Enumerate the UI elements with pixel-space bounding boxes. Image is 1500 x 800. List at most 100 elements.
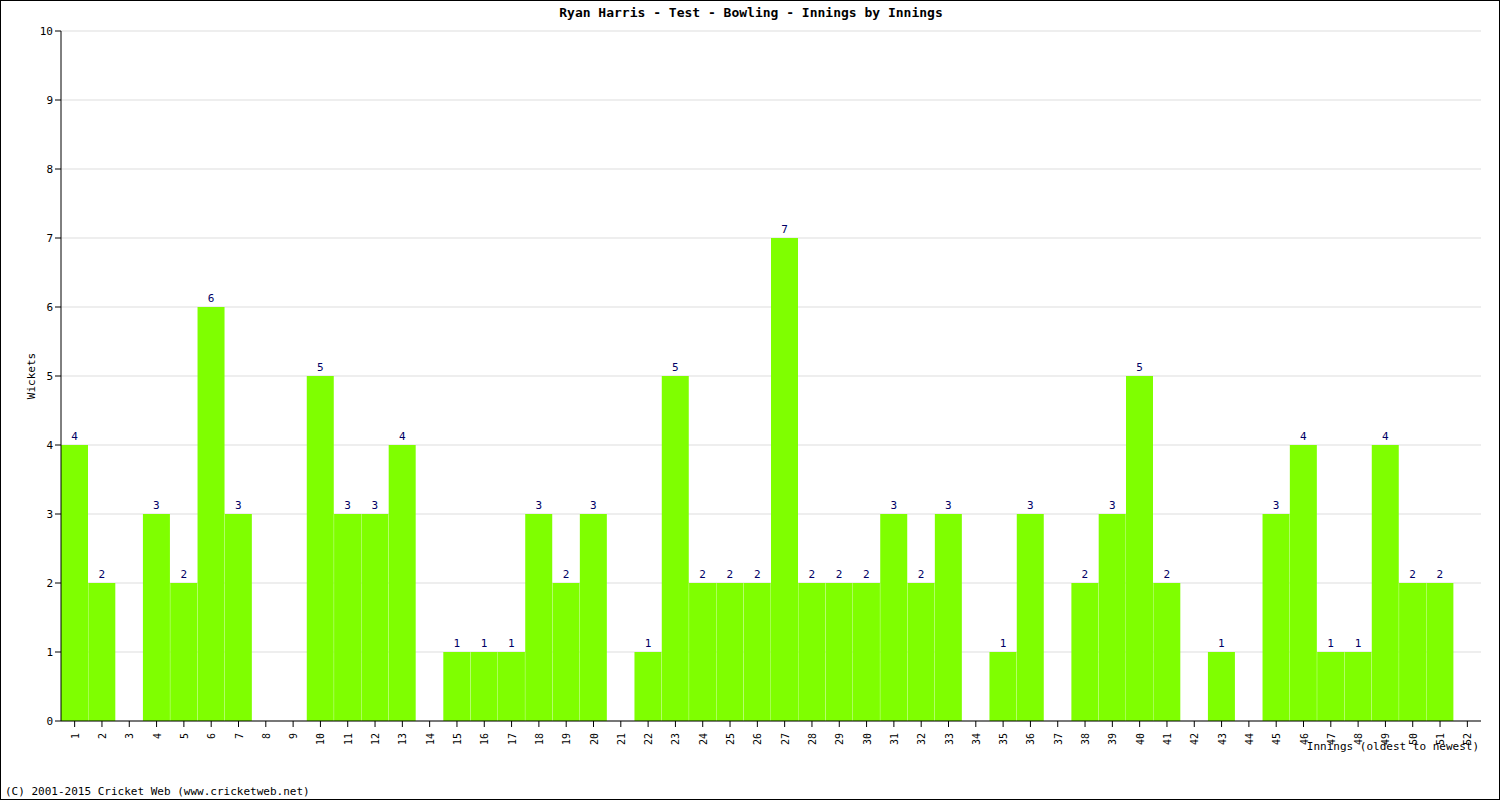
- svg-text:4: 4: [399, 430, 406, 443]
- svg-text:15: 15: [452, 733, 463, 745]
- svg-text:2: 2: [1163, 568, 1170, 581]
- svg-text:2: 2: [1437, 568, 1444, 581]
- svg-text:35: 35: [998, 733, 1009, 745]
- svg-text:10: 10: [315, 733, 326, 745]
- svg-text:4: 4: [71, 430, 78, 443]
- svg-text:46: 46: [1299, 733, 1310, 745]
- svg-text:29: 29: [834, 733, 845, 745]
- svg-text:5: 5: [672, 361, 679, 374]
- svg-text:2: 2: [918, 568, 925, 581]
- svg-text:1: 1: [1218, 637, 1225, 650]
- svg-text:1: 1: [1000, 637, 1007, 650]
- svg-text:3: 3: [590, 499, 597, 512]
- svg-text:3: 3: [945, 499, 952, 512]
- svg-text:50: 50: [1408, 733, 1419, 745]
- svg-text:6: 6: [208, 292, 215, 305]
- svg-text:7: 7: [234, 733, 245, 739]
- svg-text:21: 21: [616, 733, 627, 745]
- svg-text:3: 3: [1027, 499, 1034, 512]
- svg-text:1: 1: [645, 637, 652, 650]
- svg-text:39: 39: [1107, 733, 1118, 745]
- svg-text:45: 45: [1271, 733, 1282, 745]
- svg-text:31: 31: [889, 733, 900, 745]
- svg-text:3: 3: [1109, 499, 1116, 512]
- svg-text:6: 6: [206, 733, 217, 739]
- svg-text:3: 3: [890, 499, 897, 512]
- svg-text:1: 1: [1327, 637, 1334, 650]
- svg-text:33: 33: [944, 733, 955, 745]
- svg-text:2: 2: [727, 568, 734, 581]
- svg-text:38: 38: [1080, 733, 1091, 745]
- svg-text:3: 3: [46, 508, 53, 521]
- svg-text:2: 2: [754, 568, 761, 581]
- svg-text:4: 4: [46, 439, 53, 452]
- svg-text:34: 34: [971, 733, 982, 745]
- svg-text:22: 22: [643, 733, 654, 745]
- svg-text:2: 2: [180, 568, 187, 581]
- svg-text:49: 49: [1380, 733, 1391, 745]
- svg-text:13: 13: [397, 733, 408, 745]
- svg-text:43: 43: [1217, 733, 1228, 745]
- svg-text:6: 6: [46, 301, 53, 314]
- svg-text:11: 11: [343, 733, 354, 745]
- svg-text:32: 32: [916, 733, 927, 745]
- svg-text:5: 5: [317, 361, 324, 374]
- svg-text:1: 1: [1355, 637, 1362, 650]
- svg-text:2: 2: [1082, 568, 1089, 581]
- svg-text:2: 2: [699, 568, 706, 581]
- svg-text:42: 42: [1189, 733, 1200, 745]
- svg-text:37: 37: [1053, 733, 1064, 745]
- svg-text:7: 7: [46, 232, 53, 245]
- svg-text:48: 48: [1353, 733, 1364, 745]
- svg-text:5: 5: [1136, 361, 1143, 374]
- svg-text:2: 2: [98, 568, 105, 581]
- svg-text:2: 2: [97, 733, 108, 739]
- svg-text:9: 9: [288, 733, 299, 739]
- svg-text:14: 14: [425, 733, 436, 745]
- svg-text:51: 51: [1435, 733, 1446, 745]
- svg-text:24: 24: [698, 733, 709, 745]
- svg-text:10: 10: [40, 25, 53, 38]
- svg-text:12: 12: [370, 733, 381, 745]
- svg-text:4: 4: [1382, 430, 1389, 443]
- svg-text:2: 2: [46, 577, 53, 590]
- svg-text:3: 3: [235, 499, 242, 512]
- svg-text:2: 2: [1409, 568, 1416, 581]
- svg-text:1: 1: [70, 733, 81, 739]
- svg-text:44: 44: [1244, 733, 1255, 745]
- svg-text:1: 1: [453, 637, 460, 650]
- svg-text:4: 4: [152, 733, 163, 739]
- svg-text:2: 2: [836, 568, 843, 581]
- svg-text:7: 7: [781, 223, 788, 236]
- svg-text:5: 5: [179, 733, 190, 739]
- svg-text:28: 28: [807, 733, 818, 745]
- svg-text:8: 8: [261, 733, 272, 739]
- svg-text:40: 40: [1135, 733, 1146, 745]
- svg-text:47: 47: [1326, 733, 1337, 745]
- svg-text:27: 27: [780, 733, 791, 745]
- svg-text:3: 3: [535, 499, 542, 512]
- svg-text:1: 1: [481, 637, 488, 650]
- svg-text:20: 20: [589, 733, 600, 745]
- svg-text:3: 3: [153, 499, 160, 512]
- svg-text:16: 16: [479, 733, 490, 745]
- svg-text:2: 2: [808, 568, 815, 581]
- svg-text:19: 19: [561, 733, 572, 745]
- svg-text:3: 3: [124, 733, 135, 739]
- svg-text:0: 0: [46, 715, 53, 728]
- svg-text:41: 41: [1162, 733, 1173, 745]
- svg-text:1: 1: [46, 646, 53, 659]
- svg-text:3: 3: [1273, 499, 1280, 512]
- svg-text:1: 1: [508, 637, 515, 650]
- svg-text:26: 26: [752, 733, 763, 745]
- svg-text:18: 18: [534, 733, 545, 745]
- svg-text:3: 3: [372, 499, 379, 512]
- svg-text:4: 4: [1300, 430, 1307, 443]
- svg-text:3: 3: [344, 499, 351, 512]
- svg-text:52: 52: [1462, 733, 1473, 745]
- svg-text:5: 5: [46, 370, 53, 383]
- svg-text:9: 9: [46, 94, 53, 107]
- svg-text:25: 25: [725, 733, 736, 745]
- svg-text:36: 36: [1025, 733, 1036, 745]
- svg-text:23: 23: [670, 733, 681, 745]
